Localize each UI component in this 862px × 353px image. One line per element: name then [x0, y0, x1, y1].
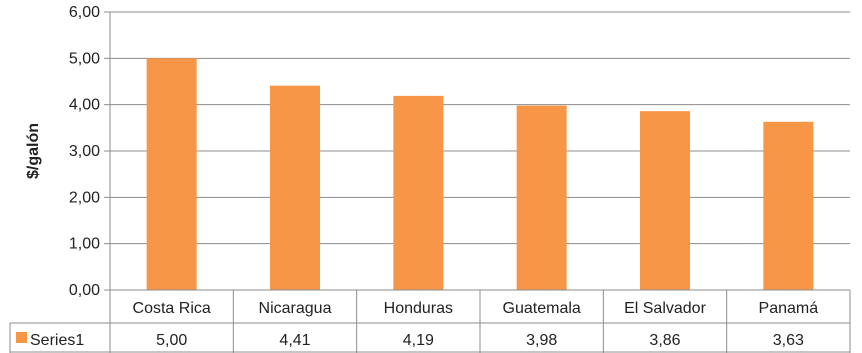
y-tick-label: 6,00 [69, 4, 100, 21]
x-tick-label: El Salvador [624, 300, 706, 317]
data-table-value: 4,19 [403, 332, 434, 349]
x-tick-label: Guatemala [503, 300, 581, 317]
bars [146, 58, 814, 291]
data-table: Costa Rica 5,00 Nicaragua 4,41 Honduras 4,19 G… [9, 289, 851, 353]
data-table-value: 4,41 [279, 332, 310, 349]
y-tick-label: 1,00 [69, 236, 100, 253]
axes: 0,00 1,00 2,00 3,00 4,00 5,00 6,00 [69, 4, 111, 299]
bar [270, 85, 320, 290]
data-table-value: 3,98 [526, 332, 557, 349]
y-tick-label: 5,00 [69, 50, 100, 67]
gridlines [110, 11, 850, 291]
legend-label: Series1 [30, 332, 84, 349]
y-tick-label: 0,00 [69, 282, 100, 299]
y-tick-label: 2,00 [69, 189, 100, 206]
data-table-value: 3,86 [649, 332, 680, 349]
data-table-value: 5,00 [156, 332, 187, 349]
x-tick-label: Honduras [384, 300, 453, 317]
y-tick-label: 3,00 [69, 143, 100, 160]
bar [640, 111, 690, 290]
legend-swatch [16, 332, 27, 343]
bar [393, 95, 444, 290]
y-axis-label: $/galón [25, 123, 42, 179]
y-tick-label: 4,00 [69, 97, 100, 114]
x-tick-label: Costa Rica [133, 300, 211, 317]
bar [763, 121, 814, 290]
bar [516, 105, 567, 291]
bar [146, 58, 197, 291]
x-tick-label: Panamá [759, 300, 819, 317]
x-tick-label: Nicaragua [259, 300, 332, 317]
data-table-value: 3,63 [773, 332, 804, 349]
